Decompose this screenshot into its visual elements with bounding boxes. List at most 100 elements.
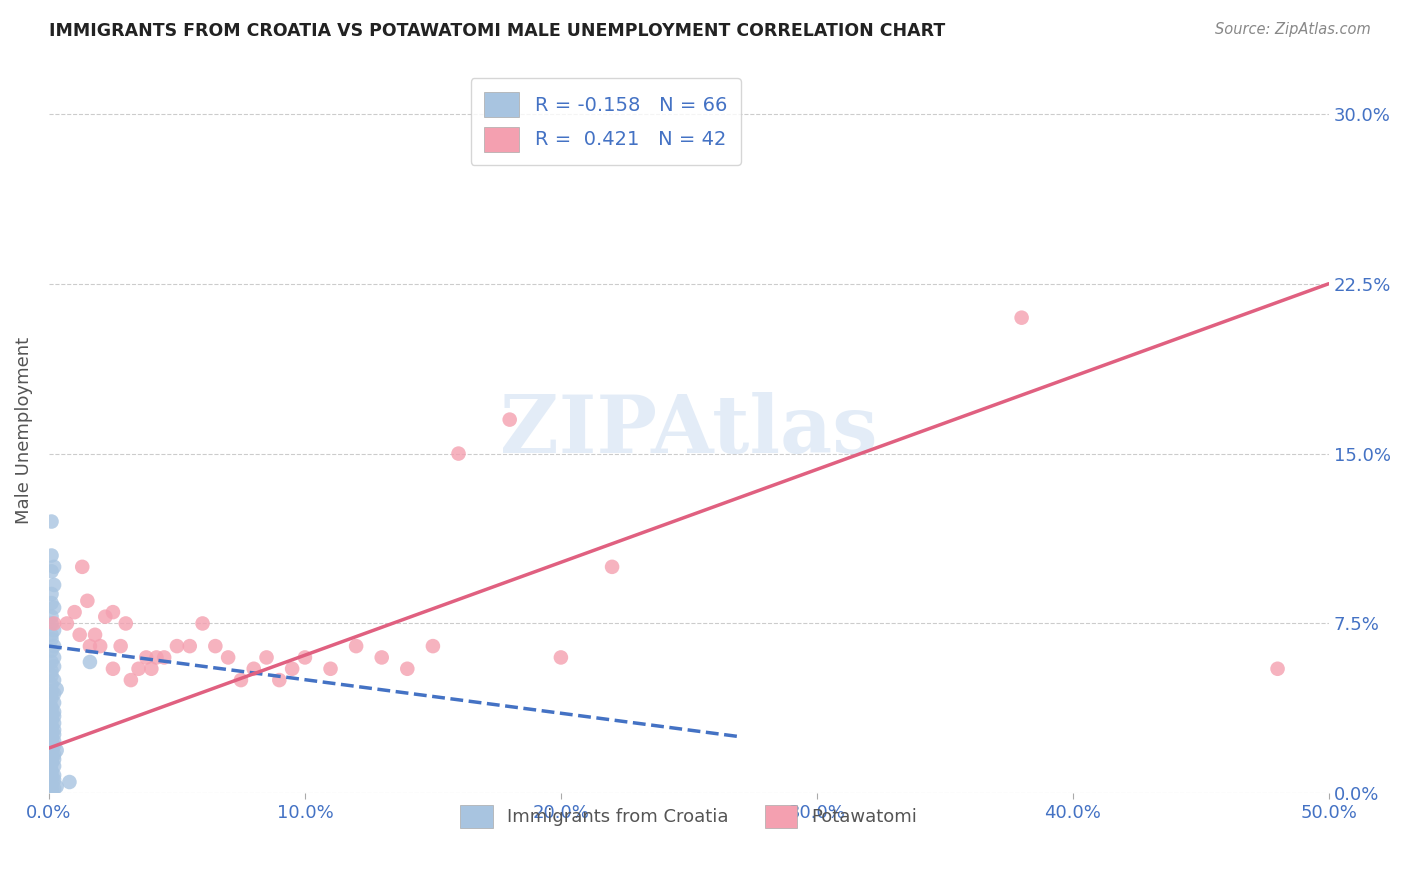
Point [41, 632, 63, 647]
Point [41, 678, 63, 692]
Point [120, 673, 142, 687]
Point [101, 605, 124, 619]
Point [256, 650, 278, 665]
Point [41, 737, 63, 751]
Legend: Immigrants from Croatia, Potawatomi: Immigrants from Croatia, Potawatomi [453, 797, 925, 835]
Point [422, 639, 444, 653]
Point [101, 662, 124, 676]
Point [166, 639, 188, 653]
Point [1011, 310, 1033, 325]
Point [41, 730, 63, 744]
Point [89, 639, 111, 653]
Point [41, 702, 63, 716]
Text: ZIPAtlas: ZIPAtlas [501, 392, 877, 470]
Point [41, 764, 63, 778]
Point [242, 662, 264, 676]
Point [499, 412, 522, 426]
Point [269, 673, 291, 687]
Point [42, 739, 65, 753]
Point [41, 616, 63, 631]
Point [204, 639, 226, 653]
Point [141, 662, 163, 676]
Point [191, 616, 214, 631]
Point [41, 515, 63, 529]
Point [79, 639, 101, 653]
Point [319, 662, 342, 676]
Point [70, 559, 93, 574]
Point [42, 772, 65, 787]
Point [69, 628, 91, 642]
Point [41, 549, 63, 563]
Point [41, 714, 63, 728]
Point [58, 775, 80, 789]
Point [41, 691, 63, 706]
Point [45, 780, 67, 794]
Point [42, 578, 65, 592]
Point [41, 731, 63, 746]
Point [42, 639, 65, 653]
Point [42, 723, 65, 737]
Point [42, 696, 65, 710]
Point [179, 639, 201, 653]
Point [41, 718, 63, 732]
Point [344, 639, 367, 653]
Point [370, 650, 392, 665]
Point [229, 673, 252, 687]
Point [153, 650, 176, 665]
Point [41, 781, 63, 796]
Point [41, 587, 63, 601]
Point [447, 447, 470, 461]
Point [41, 700, 63, 714]
Point [41, 628, 63, 642]
Point [42, 687, 65, 701]
Point [41, 746, 63, 760]
Point [94, 609, 117, 624]
Point [84, 628, 107, 642]
Point [42, 650, 65, 665]
Point [396, 662, 419, 676]
Point [42, 616, 65, 631]
Point [281, 662, 304, 676]
Point [42, 659, 65, 673]
Point [41, 771, 63, 785]
Point [42, 734, 65, 748]
Point [45, 682, 67, 697]
Point [128, 662, 150, 676]
Point [41, 712, 63, 726]
Point [41, 725, 63, 739]
Point [41, 565, 63, 579]
Point [42, 716, 65, 731]
Point [41, 664, 63, 678]
Point [41, 756, 63, 771]
Point [294, 650, 316, 665]
Point [1267, 662, 1289, 676]
Point [41, 766, 63, 780]
Point [41, 643, 63, 657]
Point [45, 743, 67, 757]
Point [41, 655, 63, 669]
Point [42, 727, 65, 741]
Point [42, 759, 65, 773]
Point [41, 755, 63, 769]
Point [63, 605, 86, 619]
Point [42, 600, 65, 615]
Point [79, 655, 101, 669]
Point [41, 750, 63, 764]
Point [135, 650, 157, 665]
Point [217, 650, 239, 665]
Point [41, 609, 63, 624]
Point [41, 668, 63, 682]
Point [42, 752, 65, 766]
Point [145, 650, 167, 665]
Point [41, 741, 63, 756]
Point [42, 673, 65, 687]
Point [550, 650, 572, 665]
Point [42, 768, 65, 782]
Point [42, 559, 65, 574]
Point [41, 707, 63, 722]
Point [41, 596, 63, 610]
Y-axis label: Male Unemployment: Male Unemployment [15, 337, 32, 524]
Point [42, 705, 65, 719]
Point [41, 777, 63, 791]
Point [600, 559, 623, 574]
